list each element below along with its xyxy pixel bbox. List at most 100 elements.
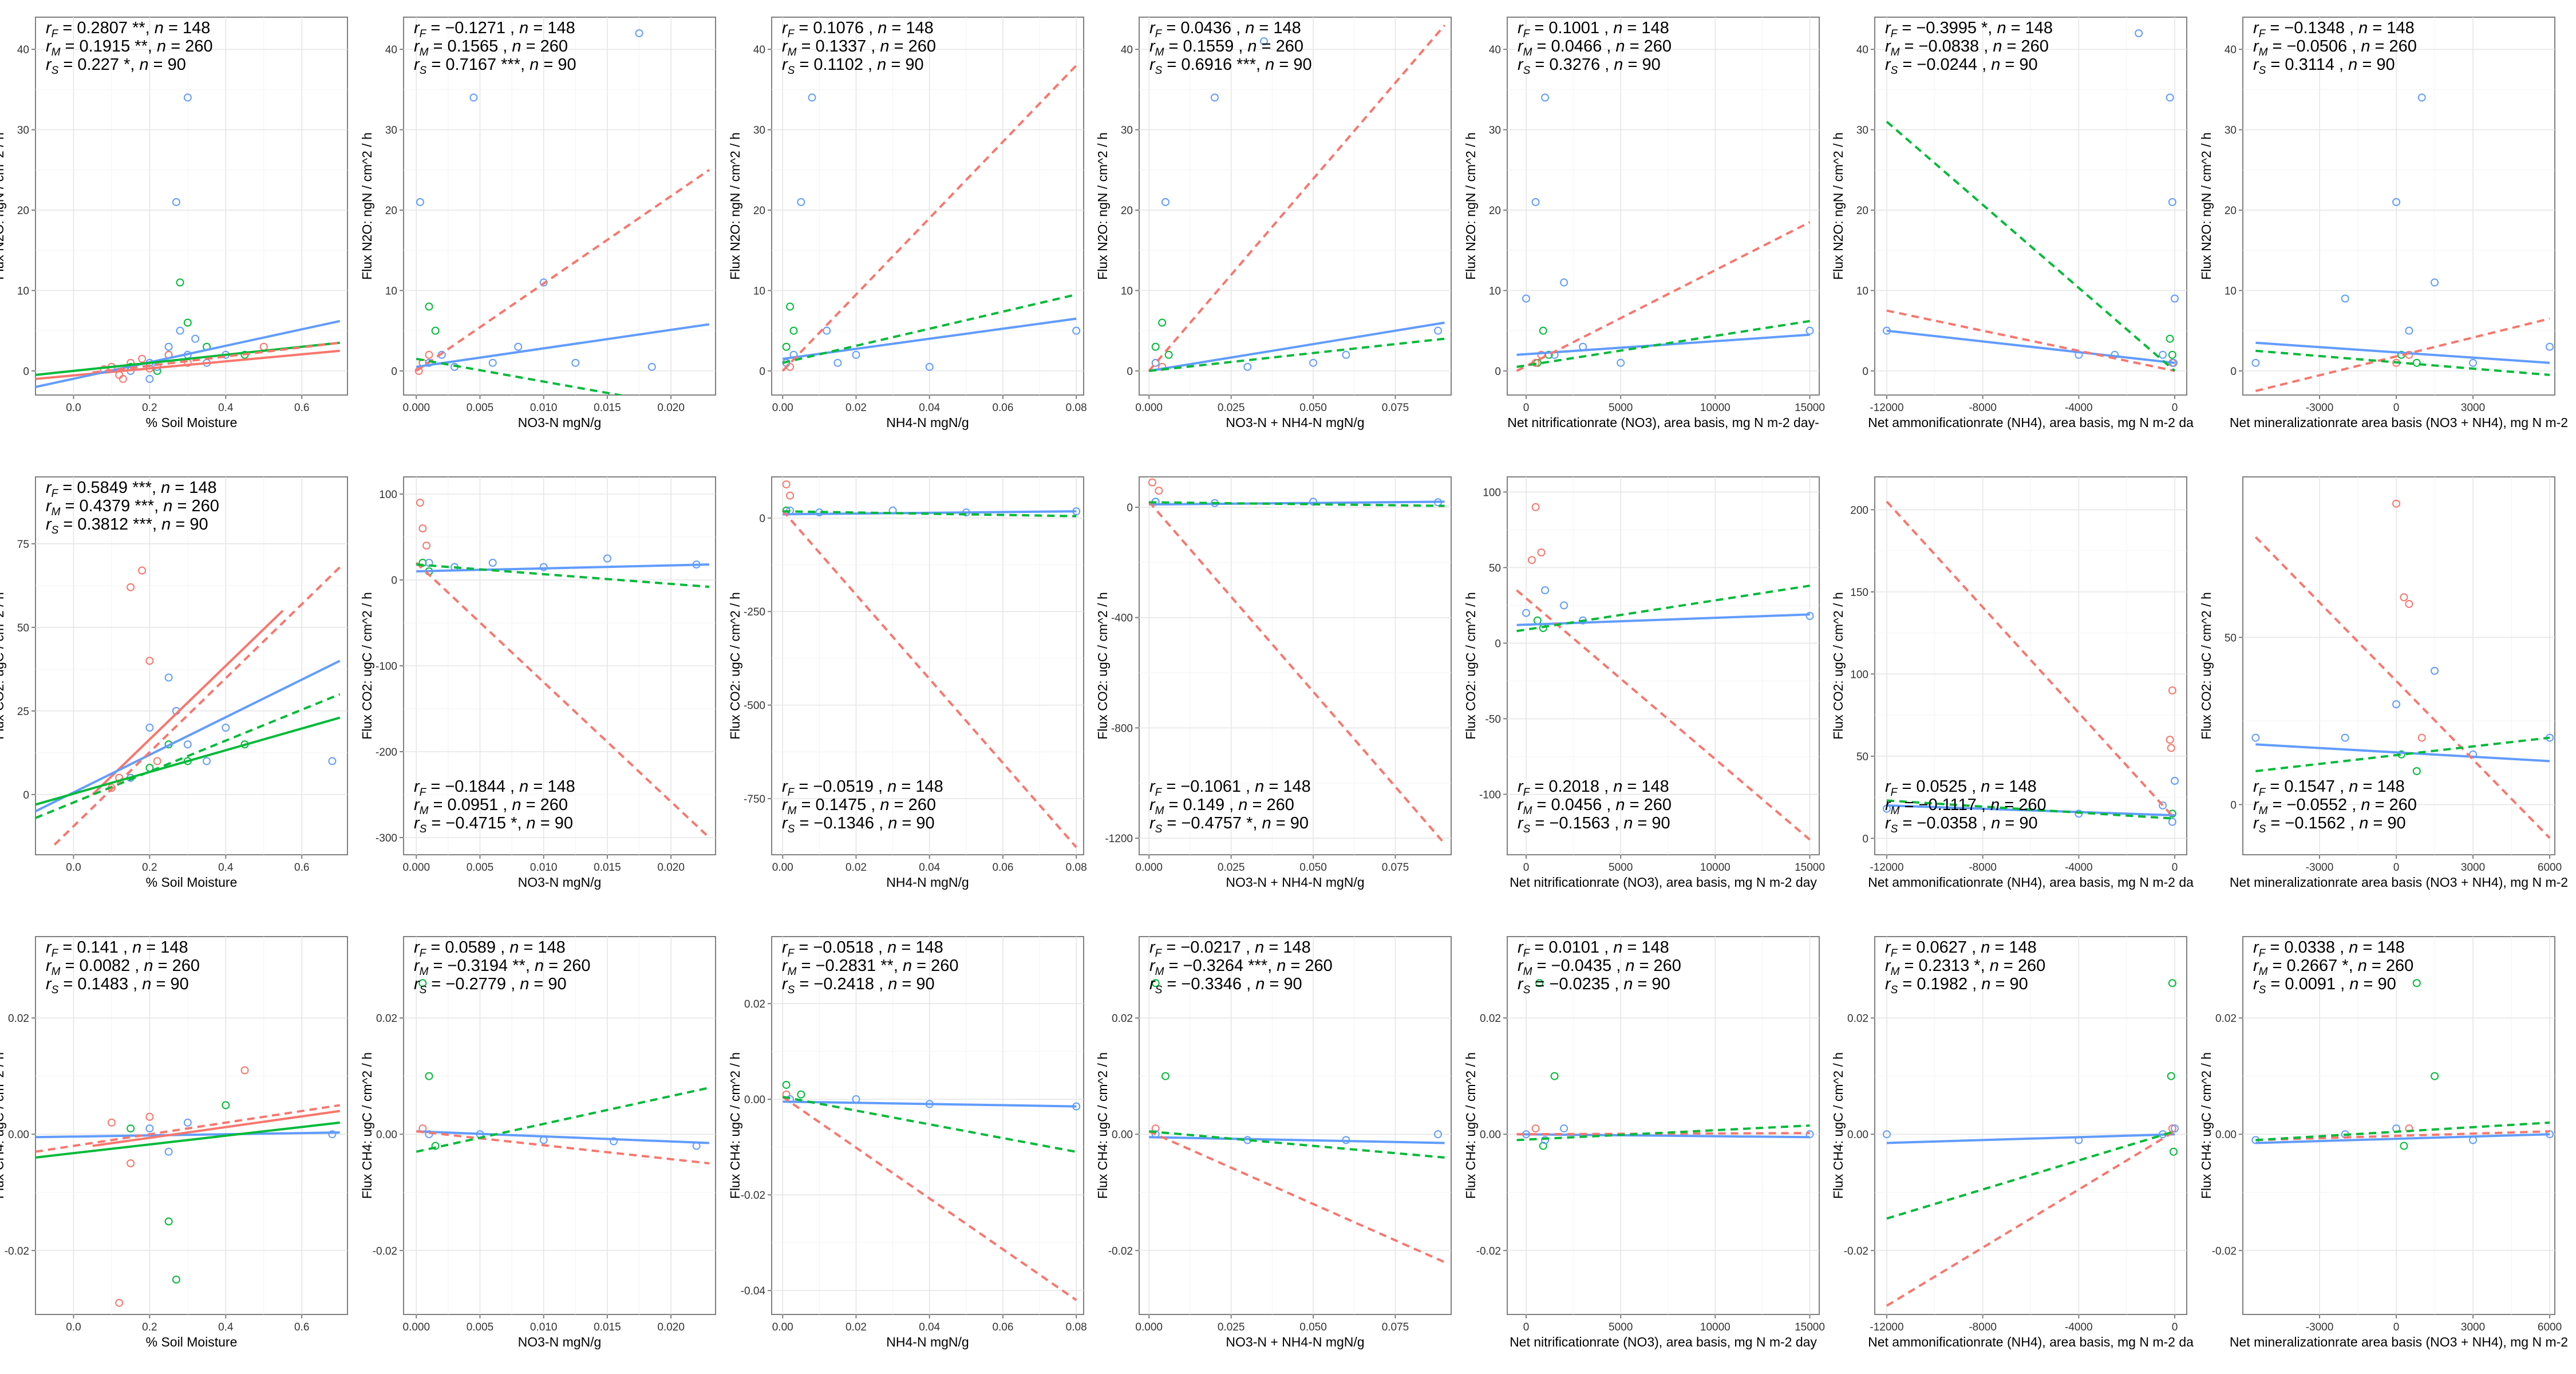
fit-line-M [416, 563, 709, 572]
y-tick-label: 0 [391, 366, 397, 378]
annotation-rS: rS = 0.1982 , n = 90 [1885, 975, 2028, 996]
fit-line-F-dashed [415, 562, 710, 839]
fit-line-S-dashed [1886, 799, 2175, 820]
x-tick-label: 6000 [2538, 1321, 2562, 1333]
data-point-M [145, 374, 154, 383]
fit-line-M [1148, 321, 1445, 372]
data-point-M [2546, 342, 2554, 351]
fit-line-S [35, 1121, 340, 1159]
x-tick-label: 0.010 [530, 402, 558, 414]
data-point-M [2159, 801, 2167, 810]
x-axis-title: NO3-N + NH4-N mgN/g [1226, 875, 1364, 890]
data-point-M [1243, 362, 1252, 371]
data-point-F [115, 1298, 124, 1307]
x-tick-label: 0.075 [1382, 402, 1409, 414]
fit-line-M [782, 317, 1077, 360]
data-point-F [107, 1118, 116, 1127]
fit-line-S [35, 716, 341, 806]
y-tick-label: 0 [1495, 366, 1501, 378]
x-tick-label: -8000 [1969, 1321, 1997, 1333]
data-point-S [782, 342, 791, 351]
fit-line-S-dashed [2255, 1121, 2550, 1142]
x-tick-label: 15000 [1795, 862, 1825, 874]
y-tick-label: 30 [385, 125, 397, 137]
plot-area [35, 566, 341, 846]
x-axis-title: NO3-N mgN/g [518, 415, 602, 430]
x-tick-label: 0.2 [142, 1321, 157, 1333]
data-point-S [1158, 318, 1167, 327]
x-tick-label: 3000 [2461, 1321, 2485, 1333]
fit-line-F-dashed [1516, 1132, 1810, 1136]
data-point-S [164, 1217, 173, 1226]
data-point-F [425, 350, 433, 359]
y-tick-label: 30 [17, 125, 29, 137]
panel-background [403, 936, 716, 1315]
y-tick-label: 10 [1856, 285, 1868, 297]
data-point-M [823, 326, 831, 335]
y-tick-label: 20 [17, 205, 29, 217]
panel-2-0: 0.0 0.2 0.4 0.6 -0.02 0.00 0.02 % Soil Moisture… [0, 936, 348, 1349]
y-axis-title: Flux CO2: ugC / cm^2 / h [1831, 592, 1846, 739]
y-tick-label: 10 [1121, 285, 1133, 297]
x-tick-label: -12000 [1870, 862, 1903, 874]
fit-line-M [2255, 1133, 2550, 1144]
x-tick-label: 5000 [1609, 862, 1633, 874]
data-point-M [1560, 1124, 1568, 1133]
data-point-M [1151, 358, 1160, 367]
data-point-M [2431, 278, 2439, 287]
x-tick-label: 0.04 [919, 1321, 940, 1333]
plot-area [415, 499, 710, 839]
annotation-rF: rF = −0.1844 , n = 148 [414, 777, 575, 799]
fit-line-S [35, 341, 340, 376]
y-tick-label: 10 [1489, 285, 1501, 297]
y-tick-label: 40 [753, 44, 765, 56]
x-tick-label: 0.020 [657, 862, 685, 874]
data-point-M [164, 342, 173, 351]
panel-1-0: 0.0 0.2 0.4 0.6 0 25 50 75 % Soil Moisture Flux C… [0, 476, 348, 890]
y-tick-label: 40 [2225, 44, 2237, 56]
annotation-rF: rF = 0.0627 , n = 148 [1885, 938, 2037, 960]
fit-line-F-dashed [92, 341, 340, 374]
fit-line-S-dashed [1149, 501, 1445, 507]
fit-line-F-dashed [782, 1096, 1077, 1301]
panel-0-6: -3000 0 3000 0 10 20 30 40 Net mineralizationrat… [2199, 17, 2568, 430]
y-tick-label: -750 [744, 793, 765, 806]
panel-0-1: 0.000 0.005 0.010 0.015 0.020 0 10 20 30 40 NO3-N … [359, 17, 716, 430]
x-tick-label: 0.06 [992, 862, 1013, 874]
y-axis-title: Flux CO2: ugC / cm^2 / h [1095, 592, 1110, 739]
y-tick-label: 0.02 [1112, 1013, 1133, 1025]
plot-area [1148, 24, 1446, 372]
panel-0-0: 0.0 0.2 0.4 0.6 0 10 20 30 40 % Soil Moisture Flux… [0, 17, 348, 430]
y-tick-label: -100 [1479, 789, 1501, 801]
y-tick-label: 40 [17, 44, 29, 56]
fit-line-F-dashed [1886, 1130, 2176, 1307]
fit-line-F [92, 610, 284, 796]
x-tick-label: 0 [2172, 862, 2178, 874]
fit-line-F-dashed [1886, 309, 2175, 372]
y-tick-label: -0.02 [1476, 1245, 1501, 1257]
y-tick-label: 30 [1856, 125, 1868, 137]
y-axis-title: Flux N2O: ngN / cm^2 / h [359, 132, 374, 279]
x-tick-label: 0.075 [1382, 1321, 1409, 1333]
x-tick-label: 0.005 [467, 862, 494, 874]
annotation-rS: rS = 0.3812 ***, n = 90 [46, 515, 208, 536]
fit-line-M [35, 319, 341, 388]
annotation-rF: rF = 0.2807 **, n = 148 [46, 19, 210, 40]
y-tick-label: 40 [1489, 44, 1501, 56]
y-axis-title: Flux CH4: ugC / cm^2 / h [1463, 1052, 1478, 1199]
y-tick-label: 40 [1121, 44, 1133, 56]
x-axis-title: NO3-N + NH4-N mgN/g [1226, 1334, 1364, 1349]
data-point-F [240, 1066, 249, 1075]
y-tick-label: 0 [1862, 833, 1868, 845]
x-tick-label: 0.06 [992, 402, 1013, 414]
x-tick-label: 10000 [1700, 1321, 1730, 1333]
x-axis-title: % Soil Moisture [146, 1334, 238, 1349]
annotation-rM: rM = −0.0435 , n = 260 [1518, 957, 1681, 978]
annotation-rM: rM = −0.0506 , n = 260 [2253, 37, 2417, 58]
x-axis-title: % Soil Moisture [146, 875, 238, 890]
fit-line-S-dashed [416, 563, 710, 588]
data-point-M [797, 198, 805, 206]
panel-background [771, 476, 1084, 855]
data-point-S [2169, 1147, 2178, 1156]
